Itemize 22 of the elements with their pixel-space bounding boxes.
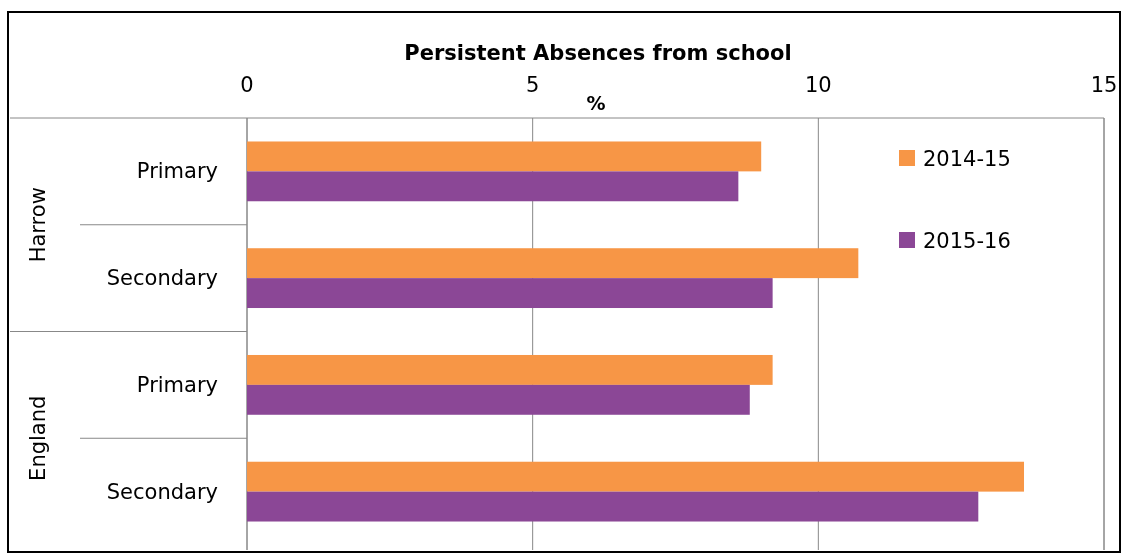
text: England: [26, 395, 50, 481]
y-tick-label: Primary: [136, 159, 218, 184]
bar: [247, 354, 773, 385]
bar: [247, 171, 739, 202]
bar: [247, 248, 859, 279]
x-tick-label: 0: [240, 73, 254, 97]
y-tick-label: Secondary: [106, 479, 218, 504]
bar: [247, 141, 762, 172]
legend-label: 2014-15: [923, 147, 1011, 171]
bar: [247, 278, 773, 309]
x-axis-title: %: [586, 92, 606, 114]
y-tick-label: Primary: [136, 372, 218, 397]
bar: [247, 384, 750, 415]
legend-label: 2015-16: [923, 229, 1011, 253]
text: Harrow: [26, 187, 50, 263]
chart-title: Persistent Absences from school: [404, 41, 792, 65]
x-tick-label: 5: [525, 73, 540, 97]
x-tick-label: 10: [804, 73, 832, 97]
bar: [247, 461, 1025, 492]
y-tick-label: Secondary: [106, 266, 218, 291]
bar: [247, 491, 979, 522]
x-tick-label: 15: [1090, 73, 1118, 97]
